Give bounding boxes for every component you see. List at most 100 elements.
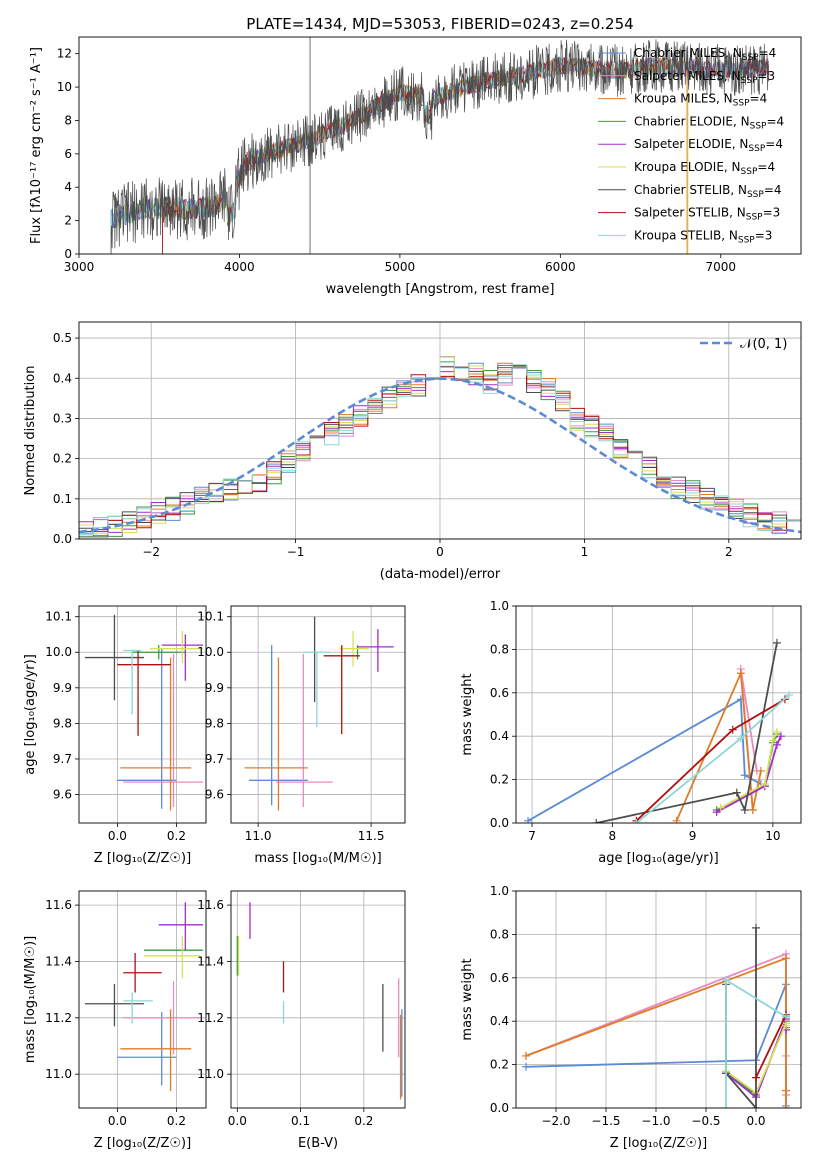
- x-tick-label: 9: [689, 829, 697, 843]
- legend-label: Chabrier MILES, NSSP=4: [634, 46, 776, 63]
- y-tick-label: 2: [64, 214, 72, 228]
- y-tick-label: 0.2: [490, 1058, 509, 1072]
- y-tick-label: 9.7: [53, 752, 72, 766]
- y-tick-label: 11.6: [197, 898, 224, 912]
- y-tick-label: 0.4: [53, 371, 72, 385]
- x-tick-label: −2: [142, 545, 160, 559]
- x-axis-label: age [log₁₀(age/yr)]: [598, 851, 719, 866]
- x-axis-label: (data-model)/error: [380, 567, 501, 582]
- spectrum-series-line: [110, 56, 769, 254]
- axes-frame: [230, 605, 406, 824]
- weight-marker: [732, 788, 741, 797]
- weight-marker: [736, 669, 745, 678]
- plot-area-mass-vs-EBV: [236, 902, 403, 1100]
- x-tick-label: 0.0: [228, 1114, 247, 1128]
- y-tick-label: 0.6: [490, 971, 509, 985]
- y-axis-label: age [log₁₀(age/yr)]: [23, 654, 38, 775]
- y-tick-label: 10.0: [45, 645, 72, 659]
- x-axis-label: E(B-V): [298, 1136, 338, 1151]
- x-tick-label: 2: [725, 545, 733, 559]
- weight-marker: [522, 1051, 530, 1060]
- y-tick-label: 1.0: [490, 599, 509, 613]
- plot-area-residuals: [79, 356, 801, 539]
- x-axis-label: mass [log₁₀(M/M☉)]: [254, 851, 381, 866]
- plot-area-age-vs-Z: [84, 614, 204, 811]
- x-tick-label: 8: [609, 829, 617, 843]
- weight-marker: [740, 805, 749, 814]
- weight-marker: [756, 766, 765, 775]
- legend-label: Kroupa ELODIE, NSSP=4: [634, 160, 775, 177]
- weight-marker: [782, 1012, 790, 1021]
- weight-marker: [712, 808, 721, 817]
- y-tick-label: 1.0: [490, 884, 509, 898]
- y-tick-label: 9.8: [53, 716, 72, 730]
- y-tick-label: 12: [57, 47, 72, 61]
- weight-marker: [772, 740, 781, 749]
- x-tick-label: 0.0: [108, 1114, 127, 1128]
- axes-frame: [78, 36, 802, 255]
- y-tick-label: 0.2: [53, 452, 72, 466]
- weight-line: [635, 694, 790, 823]
- y-tick-label: 9.7: [205, 752, 224, 766]
- y-tick-label: 0.8: [490, 927, 509, 941]
- y-tick-label: 0: [64, 247, 72, 261]
- weight-marker: [522, 1062, 530, 1071]
- legend-label: Salpeter ELODIE, NSSP=4: [634, 137, 783, 154]
- x-tick-label: −1.0: [641, 1114, 670, 1128]
- axes-frame: [515, 890, 802, 1109]
- weight-marker: [736, 734, 745, 743]
- x-tick-label: −2.0: [541, 1114, 570, 1128]
- y-tick-label: 11.6: [45, 898, 72, 912]
- x-tick-label: 0.0: [108, 829, 127, 843]
- x-tick-label: 7000: [706, 260, 737, 274]
- weight-line: [596, 642, 778, 823]
- y-axis-label: mass [log₁₀(M/M☉)]: [23, 936, 38, 1063]
- legend-label: Chabrier STELIB, NSSP=4: [634, 183, 782, 200]
- legend-label: Kroupa MILES, NSSP=4: [634, 92, 767, 109]
- normal-curve: [79, 377, 801, 534]
- y-tick-label: 6: [64, 147, 72, 161]
- y-tick-label: 0.2: [490, 773, 509, 787]
- x-tick-label: 11.5: [358, 829, 385, 843]
- plot-area-mass-vs-Z: [84, 902, 204, 1092]
- weight-marker: [524, 816, 533, 823]
- weight-marker: [722, 1104, 730, 1108]
- weight-marker: [716, 803, 725, 812]
- weight-marker: [740, 771, 749, 780]
- y-tick-label: 0.0: [490, 1101, 509, 1115]
- axes-frame: [515, 605, 802, 824]
- weight-marker: [672, 816, 681, 823]
- weight-marker: [772, 638, 781, 647]
- y-tick-label: 0.4: [490, 1014, 509, 1028]
- spectrum-series-line: [161, 56, 686, 254]
- y-tick-label: 9.6: [205, 788, 224, 802]
- y-tick-label: 11.2: [45, 1011, 72, 1025]
- x-tick-label: −1: [287, 545, 305, 559]
- plot-area-weights-vs-age: [524, 638, 793, 823]
- weight-line: [720, 731, 778, 809]
- plot-area-weights-vs-Z: [522, 923, 790, 1108]
- figure-title: PLATE=1434, MJD=53053, FIBERID=0243, z=0…: [246, 15, 633, 33]
- x-tick-label: 0.2: [354, 1114, 373, 1128]
- axes-frame: [78, 605, 207, 824]
- x-tick-label: 0: [436, 545, 444, 559]
- y-tick-label: 11.4: [45, 954, 72, 968]
- x-tick-label: 10: [765, 829, 780, 843]
- weight-marker: [760, 779, 769, 788]
- x-tick-label: 3000: [64, 260, 95, 274]
- legend-label: Salpeter STELIB, NSSP=3: [634, 206, 780, 223]
- weight-marker: [722, 975, 730, 984]
- legend-label: 𝒩(0, 1): [740, 337, 787, 352]
- y-tick-label: 11.2: [197, 1011, 224, 1025]
- plot-layer: 3000 4000 5000 6000 7000024681012wavelength …: [23, 36, 802, 1151]
- y-tick-label: 10.0: [197, 645, 224, 659]
- x-tick-label: −1.5: [591, 1114, 620, 1128]
- y-tick-label: 0.6: [490, 686, 509, 700]
- y-tick-label: 0.0: [53, 532, 72, 546]
- weight-marker: [782, 1086, 790, 1095]
- legend-label: Chabrier ELODIE, NSSP=4: [634, 114, 784, 131]
- y-tick-label: 4: [64, 180, 72, 194]
- y-axis-label: Flux [fλ10⁻¹⁷ erg cm⁻² s⁻¹ A⁻¹]: [29, 47, 44, 244]
- weight-marker: [782, 954, 790, 963]
